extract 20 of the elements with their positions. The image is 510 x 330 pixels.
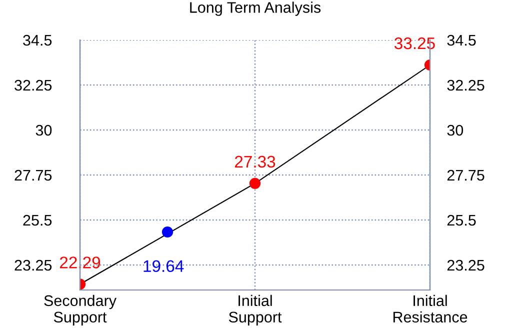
y2-tick-label: 23.25 [447,260,484,271]
x-tick-label: Initial Support [228,294,282,326]
x-tick-label: Initial Resistance [393,294,468,323]
y2-tick-label: 30 [447,124,464,136]
y-tick-label: 30 [36,124,52,136]
annotation: 19.64 [144,260,184,272]
data-label: 33.25 [394,37,435,50]
y-tick-label: 23.25 [14,260,52,271]
y2-tick-label: 27.75 [447,170,484,181]
x-tick-label: Secondary Support [44,294,116,326]
y2-tick-label: 25.5 [447,214,476,226]
y-tick-label: 32.25 [14,80,52,91]
data-label: 27.33 [234,156,276,168]
y2-tick-label: 34.5 [447,34,476,46]
y-tick-label: 25.5 [23,214,52,226]
y-tick-label: 27.75 [14,170,52,181]
chart-title: Long Term Analysis [190,2,321,16]
y-tick-label: 34.5 [23,34,52,46]
data-label: 22.29 [60,256,100,268]
y2-tick-label: 32.25 [447,80,484,91]
